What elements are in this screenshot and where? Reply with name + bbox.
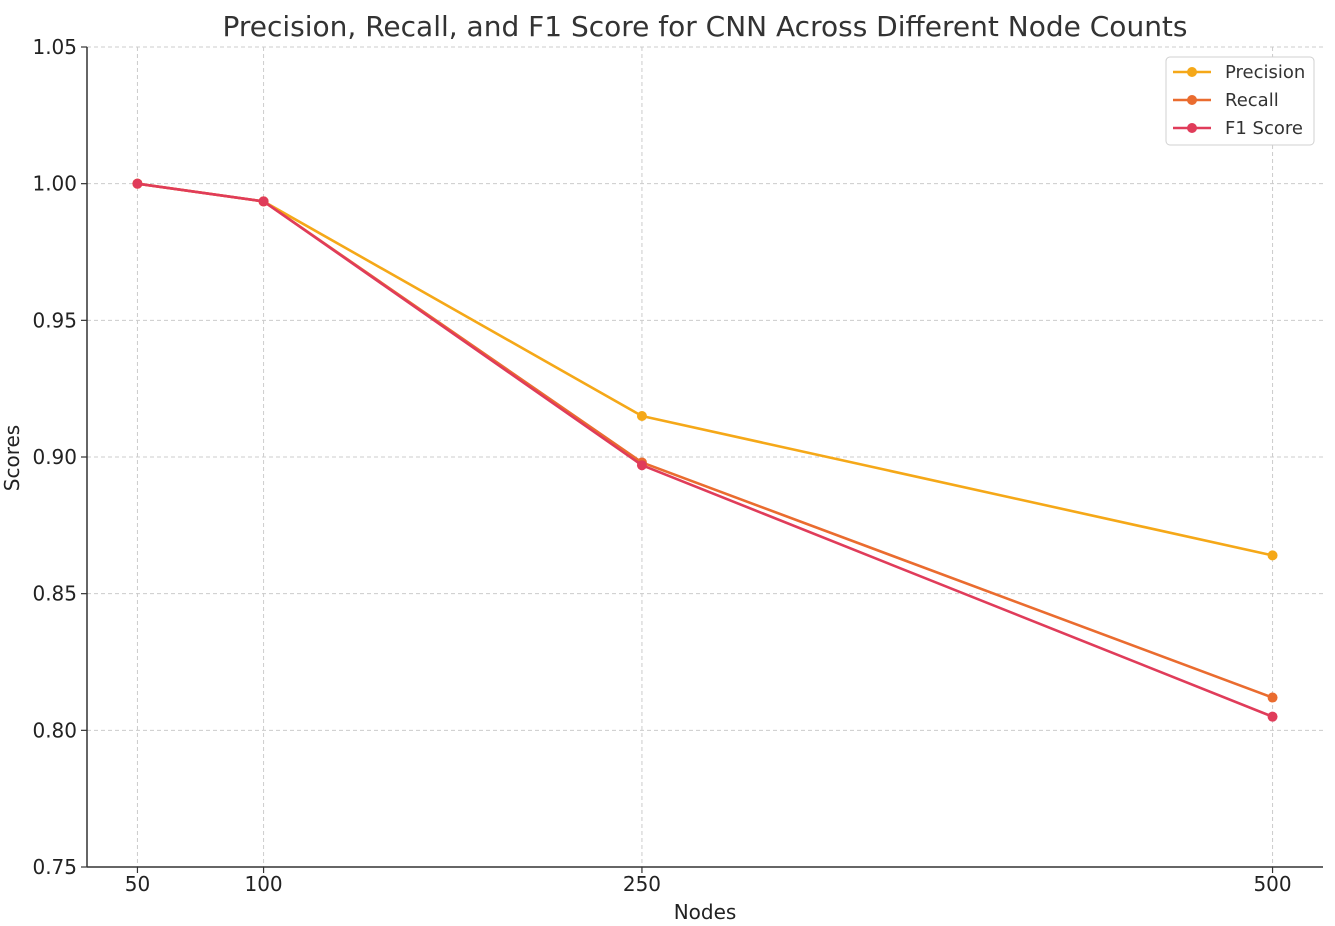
series-line-f1-score: [137, 182, 1274, 718]
y-tick-label: 0.95: [32, 308, 77, 332]
series-recall: [132, 178, 1278, 703]
y-tick-label: 1.00: [32, 172, 77, 196]
series-line-precision: [137, 182, 1273, 557]
legend-marker-f1-score: [1187, 123, 1197, 133]
x-tick-label: 100: [244, 872, 282, 896]
x-tick-label: 500: [1253, 872, 1291, 896]
y-tick-label: 0.80: [32, 718, 77, 742]
legend-label-precision: Precision: [1225, 62, 1305, 83]
y-tick-label: 1.05: [32, 35, 77, 59]
legend-marker-recall: [1187, 95, 1197, 105]
y-tick-label: 0.90: [32, 445, 77, 469]
data-point-f1-score: [636, 460, 647, 471]
legend-label-f1-score: F1 Score: [1225, 118, 1303, 139]
y-tick-label: 0.75: [32, 855, 77, 879]
ticks-layer: 0.75 0.80 0.85 0.90 0.95 1.00 1.05 50 100 250 500: [32, 35, 1291, 896]
legend-label-recall: Recall: [1225, 90, 1279, 111]
x-tick-label: 50: [125, 872, 150, 896]
x-tick-label: 250: [623, 872, 661, 896]
data-point-f1-score: [258, 196, 269, 207]
series-f1-score: [132, 178, 1278, 722]
legend: Precision Recall F1 Score: [1165, 56, 1315, 146]
x-axis-label: Nodes: [674, 900, 737, 924]
y-tick-label: 0.85: [32, 582, 77, 606]
y-axis-label: Scores: [0, 425, 24, 491]
series-precision: [132, 178, 1278, 561]
data-point-f1-score: [1267, 711, 1278, 722]
series-layer: [132, 178, 1278, 722]
chart-title: Precision, Recall, and F1 Score for CNN …: [222, 10, 1187, 43]
series-line-recall: [137, 182, 1274, 699]
data-point-precision: [1267, 550, 1278, 561]
data-point-precision: [636, 411, 647, 421]
data-point-f1-score: [132, 178, 143, 189]
legend-box: [1165, 56, 1315, 146]
grid-layer: [87, 46, 1323, 867]
legend-marker-precision: [1187, 67, 1197, 77]
data-point-recall: [1267, 692, 1278, 703]
